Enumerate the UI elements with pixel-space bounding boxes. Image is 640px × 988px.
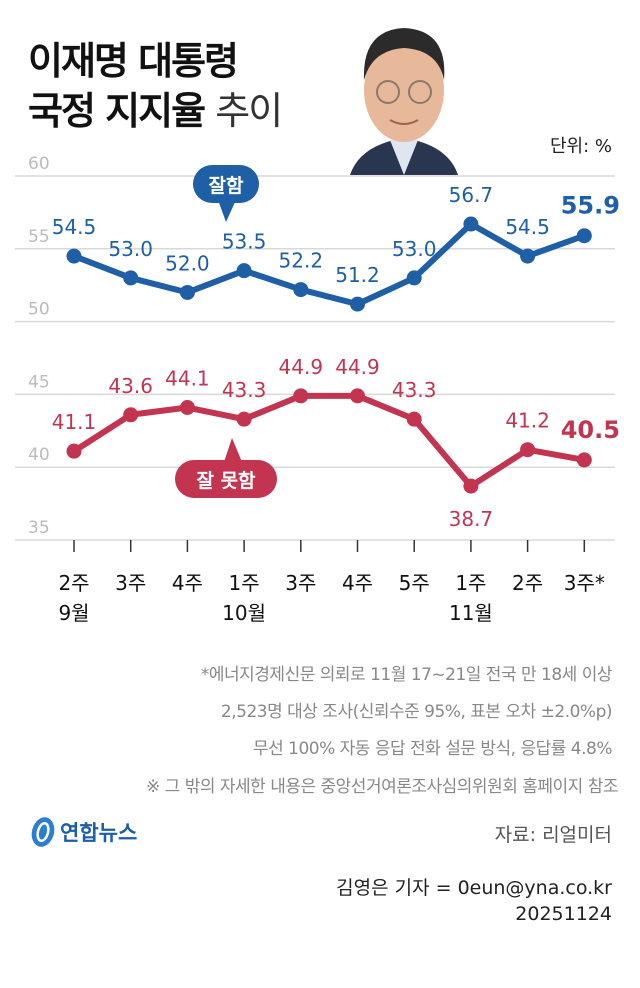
data-point <box>406 411 422 427</box>
data-point <box>236 411 252 427</box>
data-point <box>520 442 536 458</box>
x-tick-label: 3주 <box>285 571 316 595</box>
yonhap-logo-icon <box>31 817 55 847</box>
callout-bubble <box>193 165 259 203</box>
data-label: 55.9 <box>561 192 620 220</box>
publish-date: 20251124 <box>515 903 612 925</box>
data-label: 54.5 <box>52 215 97 239</box>
footnote-1: *에너지경제신문 의뢰로 11월 17~21일 전국 만 18세 이상 <box>200 665 613 685</box>
data-label: 53.0 <box>108 237 153 261</box>
data-point <box>350 388 365 404</box>
y-tick-label: 50 <box>28 300 50 320</box>
data-point <box>66 248 82 264</box>
callout-bubble <box>175 460 277 498</box>
y-tick-label: 55 <box>28 227 50 247</box>
data-label: 41.2 <box>505 409 550 433</box>
series-callout-good: 잘함 <box>193 165 259 222</box>
series-line-0 <box>72 221 586 308</box>
reporter-credit: 김영은 기자 = 0eun@yna.co.kr <box>336 877 612 899</box>
x-tick-label: 2주 <box>58 571 89 595</box>
series-line-1 <box>72 392 585 490</box>
data-point <box>463 216 479 232</box>
data-label: 41.1 <box>52 410 97 434</box>
callout-label: 잘함 <box>209 175 244 197</box>
footnote-4: ※ 그 밖의 자세한 내용은 중앙선거여론조사심의위원회 홈페이지 참조 <box>146 777 619 797</box>
source: 자료: 리얼미터 <box>494 824 612 846</box>
president-portrait <box>350 28 458 175</box>
data-point <box>66 443 82 459</box>
data-point <box>293 388 309 404</box>
data-point <box>179 400 195 416</box>
data-point <box>576 452 592 468</box>
data-point <box>350 296 365 312</box>
x-tick-label: 4주 <box>342 571 373 595</box>
data-point <box>293 282 309 298</box>
y-tick-label: 40 <box>28 445 50 465</box>
data-point <box>236 263 252 279</box>
logo-text: 연합뉴스 <box>60 821 138 845</box>
callout-label: 잘 못함 <box>196 470 256 492</box>
title-line1: 이재명 대통령 <box>28 39 239 83</box>
callout-pointer <box>224 438 242 462</box>
data-label: 43.6 <box>108 374 153 398</box>
data-label: 52.0 <box>165 251 210 275</box>
footnote-2: 2,523명 대상 조사(신뢰수준 95%, 표본 오차 ±2.0%p) <box>220 702 613 722</box>
title-line2-light: 추이 <box>215 89 283 133</box>
data-label: 54.5 <box>505 215 550 239</box>
data-label: 43.3 <box>222 378 267 402</box>
data-label: 44.9 <box>335 355 380 379</box>
series-callout-bad: 잘 못함 <box>175 438 277 498</box>
data-label: 53.0 <box>392 237 437 261</box>
yonhap-logo: 연합뉴스 <box>30 815 137 849</box>
callout-pointer <box>218 200 236 222</box>
data-label: 44.1 <box>165 367 210 391</box>
month-label: 11월 <box>449 601 493 625</box>
data-point <box>406 270 422 286</box>
data-point <box>520 248 536 264</box>
data-point <box>179 284 195 300</box>
data-label: 51.2 <box>335 263 380 287</box>
footnote-3: 무선 100% 자동 응답 전화 설문 방식, 응답률 4.8% <box>252 739 613 759</box>
x-tick-label: 1주 <box>455 571 486 595</box>
line-chart: 60 55 50 45 40 35 2주 3주 4주 1주 3주 4주 5주 1주 2주 3주* 9월 10월 11… <box>15 154 620 625</box>
data-point <box>123 270 139 286</box>
y-tick-label: 60 <box>28 154 50 174</box>
data-label: 52.2 <box>279 249 324 273</box>
data-label: 56.7 <box>449 183 494 207</box>
month-label: 9월 <box>58 601 89 625</box>
x-tick-label: 3주* <box>564 571 605 595</box>
data-label: 38.7 <box>449 507 494 531</box>
x-tick-label: 1주 <box>229 571 260 595</box>
data-label: 53.5 <box>222 230 267 254</box>
unit-label: 단위: % <box>549 136 612 157</box>
credit: 김영은 기자 = 0eun@yna.co.kr 20251124 <box>336 875 612 927</box>
data-label: 40.5 <box>561 416 620 444</box>
x-tick-label: 5주 <box>399 571 430 595</box>
chart-title: 이재명 대통령 국정 지지율 추이 <box>28 36 283 136</box>
x-tick-label: 3주 <box>115 571 146 595</box>
x-tick-label: 4주 <box>172 571 203 595</box>
title-line2-bold: 국정 지지율 <box>28 89 206 133</box>
data-label: 43.3 <box>392 378 437 402</box>
data-point <box>576 228 592 244</box>
y-tick-label: 35 <box>28 518 50 538</box>
y-tick-label: 45 <box>28 372 50 392</box>
data-point <box>123 407 139 423</box>
data-point <box>463 478 479 494</box>
month-label: 10월 <box>222 601 266 625</box>
data-label: 44.9 <box>279 355 324 379</box>
x-tick-label: 2주 <box>512 571 543 595</box>
